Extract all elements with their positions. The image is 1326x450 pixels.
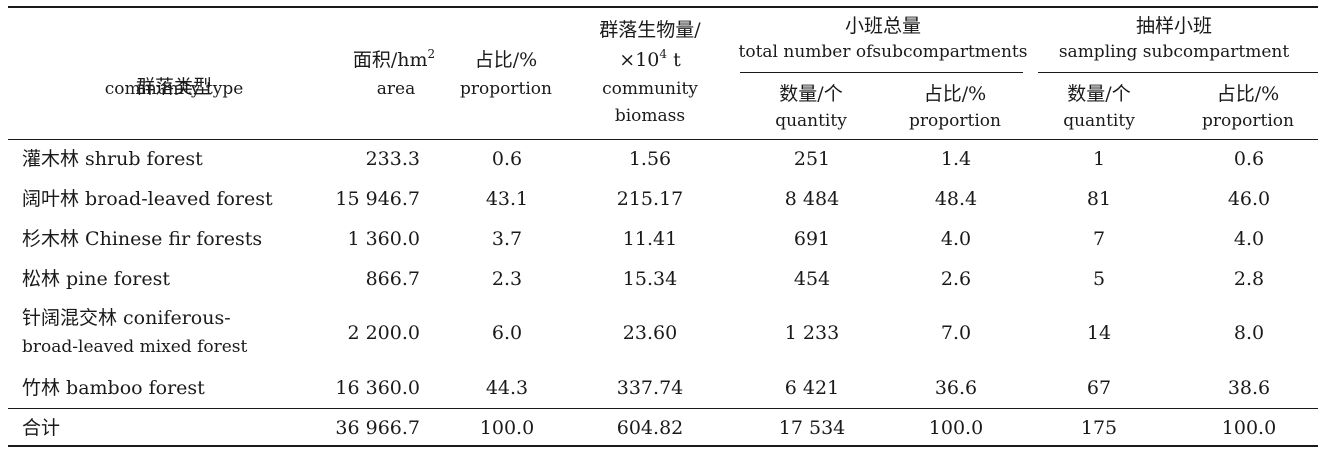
cell-sample-prop: 100.0 bbox=[1221, 417, 1277, 439]
cell-area: 233.3 bbox=[365, 148, 420, 170]
header-sp-zh: 占比/% bbox=[1216, 83, 1280, 105]
cell-total-qty: 691 bbox=[793, 228, 831, 250]
group-rule-sampling bbox=[1038, 72, 1318, 73]
header-sq-zh: 数量/个 bbox=[1067, 83, 1131, 105]
group-rule-total bbox=[740, 72, 1023, 73]
cell-area: 866.7 bbox=[365, 268, 420, 290]
header-type-zh: 群落类型 bbox=[135, 76, 213, 98]
cell-total-prop: 2.6 bbox=[940, 268, 972, 290]
cell-total-prop: 7.0 bbox=[940, 322, 972, 344]
cell-sample-qty: 5 bbox=[1092, 268, 1106, 290]
cell-prop: 3.7 bbox=[491, 228, 523, 250]
cell-sample-qty: 14 bbox=[1086, 322, 1112, 344]
cell-sample-qty: 67 bbox=[1086, 377, 1112, 399]
cell-total-qty: 8 484 bbox=[784, 188, 840, 210]
header-bio-unit: ×104 t bbox=[619, 46, 681, 71]
cell-bio: 215.17 bbox=[616, 188, 684, 210]
header-bio-zh: 群落生物量/ bbox=[599, 19, 701, 41]
cell-sample-prop: 0.6 bbox=[1233, 148, 1265, 170]
cell-bio: 11.41 bbox=[622, 228, 678, 250]
cell-area: 15 946.7 bbox=[335, 188, 420, 210]
header-type-en: community type bbox=[104, 79, 244, 99]
row-label: 灌木林 shrub forest bbox=[22, 148, 203, 170]
cell-bio: 15.34 bbox=[622, 268, 678, 290]
cell-prop: 43.1 bbox=[485, 188, 529, 210]
header-tp-en: proportion bbox=[909, 111, 1001, 131]
header-bio-en1: community bbox=[602, 79, 698, 99]
cell-prop: 44.3 bbox=[485, 377, 529, 399]
cell-sample-prop: 2.8 bbox=[1233, 268, 1265, 290]
cell-bio: 23.60 bbox=[622, 322, 678, 344]
header-area-en: area bbox=[376, 79, 416, 99]
row-label: 竹林 bamboo forest bbox=[22, 377, 205, 399]
cell-bio: 1.56 bbox=[628, 148, 672, 170]
header-tq-zh: 数量/个 bbox=[779, 83, 843, 105]
cell-total-qty: 251 bbox=[793, 148, 831, 170]
header-sample-en: sampling subcompartment bbox=[1058, 42, 1290, 62]
cell-area: 16 360.0 bbox=[335, 377, 420, 399]
cell-prop: 0.6 bbox=[491, 148, 523, 170]
cell-total-qty: 454 bbox=[793, 268, 831, 290]
header-sq-en: quantity bbox=[1063, 111, 1135, 131]
cell-prop: 6.0 bbox=[491, 322, 523, 344]
top-rule bbox=[8, 6, 1318, 8]
cell-sample-prop: 46.0 bbox=[1227, 188, 1271, 210]
cell-total-prop: 1.4 bbox=[940, 148, 972, 170]
header-rule bbox=[8, 139, 1318, 140]
header-sp-en: proportion bbox=[1202, 111, 1294, 131]
header-tp-zh: 占比/% bbox=[923, 83, 987, 105]
row-label: 松林 pine forest bbox=[22, 268, 170, 290]
cell-total-qty: 6 421 bbox=[784, 377, 840, 399]
cell-total-prop: 36.6 bbox=[934, 377, 978, 399]
row-label: 阔叶林 broad-leaved forest bbox=[22, 188, 273, 210]
cell-prop: 100.0 bbox=[479, 417, 535, 439]
header-tq-en: quantity bbox=[775, 111, 847, 131]
header-total-en: total number ofsubcompartments bbox=[738, 42, 1028, 62]
cell-sample-prop: 8.0 bbox=[1233, 322, 1265, 344]
cell-total-prop: 100.0 bbox=[928, 417, 984, 439]
cell-bio: 337.74 bbox=[616, 377, 684, 399]
row-label: 杉木林 Chinese fir forests bbox=[22, 228, 263, 250]
cell-sample-prop: 4.0 bbox=[1233, 228, 1265, 250]
row-label: 针阔混交林 coniferous- bbox=[22, 307, 231, 329]
cell-area: 1 360.0 bbox=[347, 228, 420, 250]
cell-sample-qty: 1 bbox=[1092, 148, 1106, 170]
total-rule bbox=[8, 408, 1318, 409]
cell-total-prop: 48.4 bbox=[934, 188, 978, 210]
cell-total-qty: 17 534 bbox=[778, 417, 846, 439]
cell-sample-prop: 38.6 bbox=[1227, 377, 1271, 399]
cell-prop: 2.3 bbox=[491, 268, 523, 290]
row-label-continued: broad-leaved mixed forest bbox=[22, 337, 248, 357]
total-label: 合计 bbox=[22, 417, 61, 439]
cell-area: 2 200.0 bbox=[347, 322, 420, 344]
header-bio-en2: biomass bbox=[614, 106, 686, 126]
bottom-rule bbox=[8, 445, 1318, 447]
cell-sample-qty: 81 bbox=[1086, 188, 1112, 210]
header-prop-en: proportion bbox=[460, 79, 552, 99]
cell-sample-qty: 175 bbox=[1080, 417, 1118, 439]
header-prop-zh: 占比/% bbox=[474, 49, 538, 71]
cell-bio: 604.82 bbox=[616, 417, 684, 439]
header-area-zh: 面积/hm2 bbox=[352, 46, 436, 71]
cell-area: 36 966.7 bbox=[335, 417, 420, 439]
header-total-zh: 小班总量 bbox=[844, 15, 922, 37]
header-sample-zh: 抽样小班 bbox=[1135, 15, 1213, 37]
cell-total-prop: 4.0 bbox=[940, 228, 972, 250]
cell-sample-qty: 7 bbox=[1092, 228, 1106, 250]
cell-total-qty: 1 233 bbox=[784, 322, 840, 344]
